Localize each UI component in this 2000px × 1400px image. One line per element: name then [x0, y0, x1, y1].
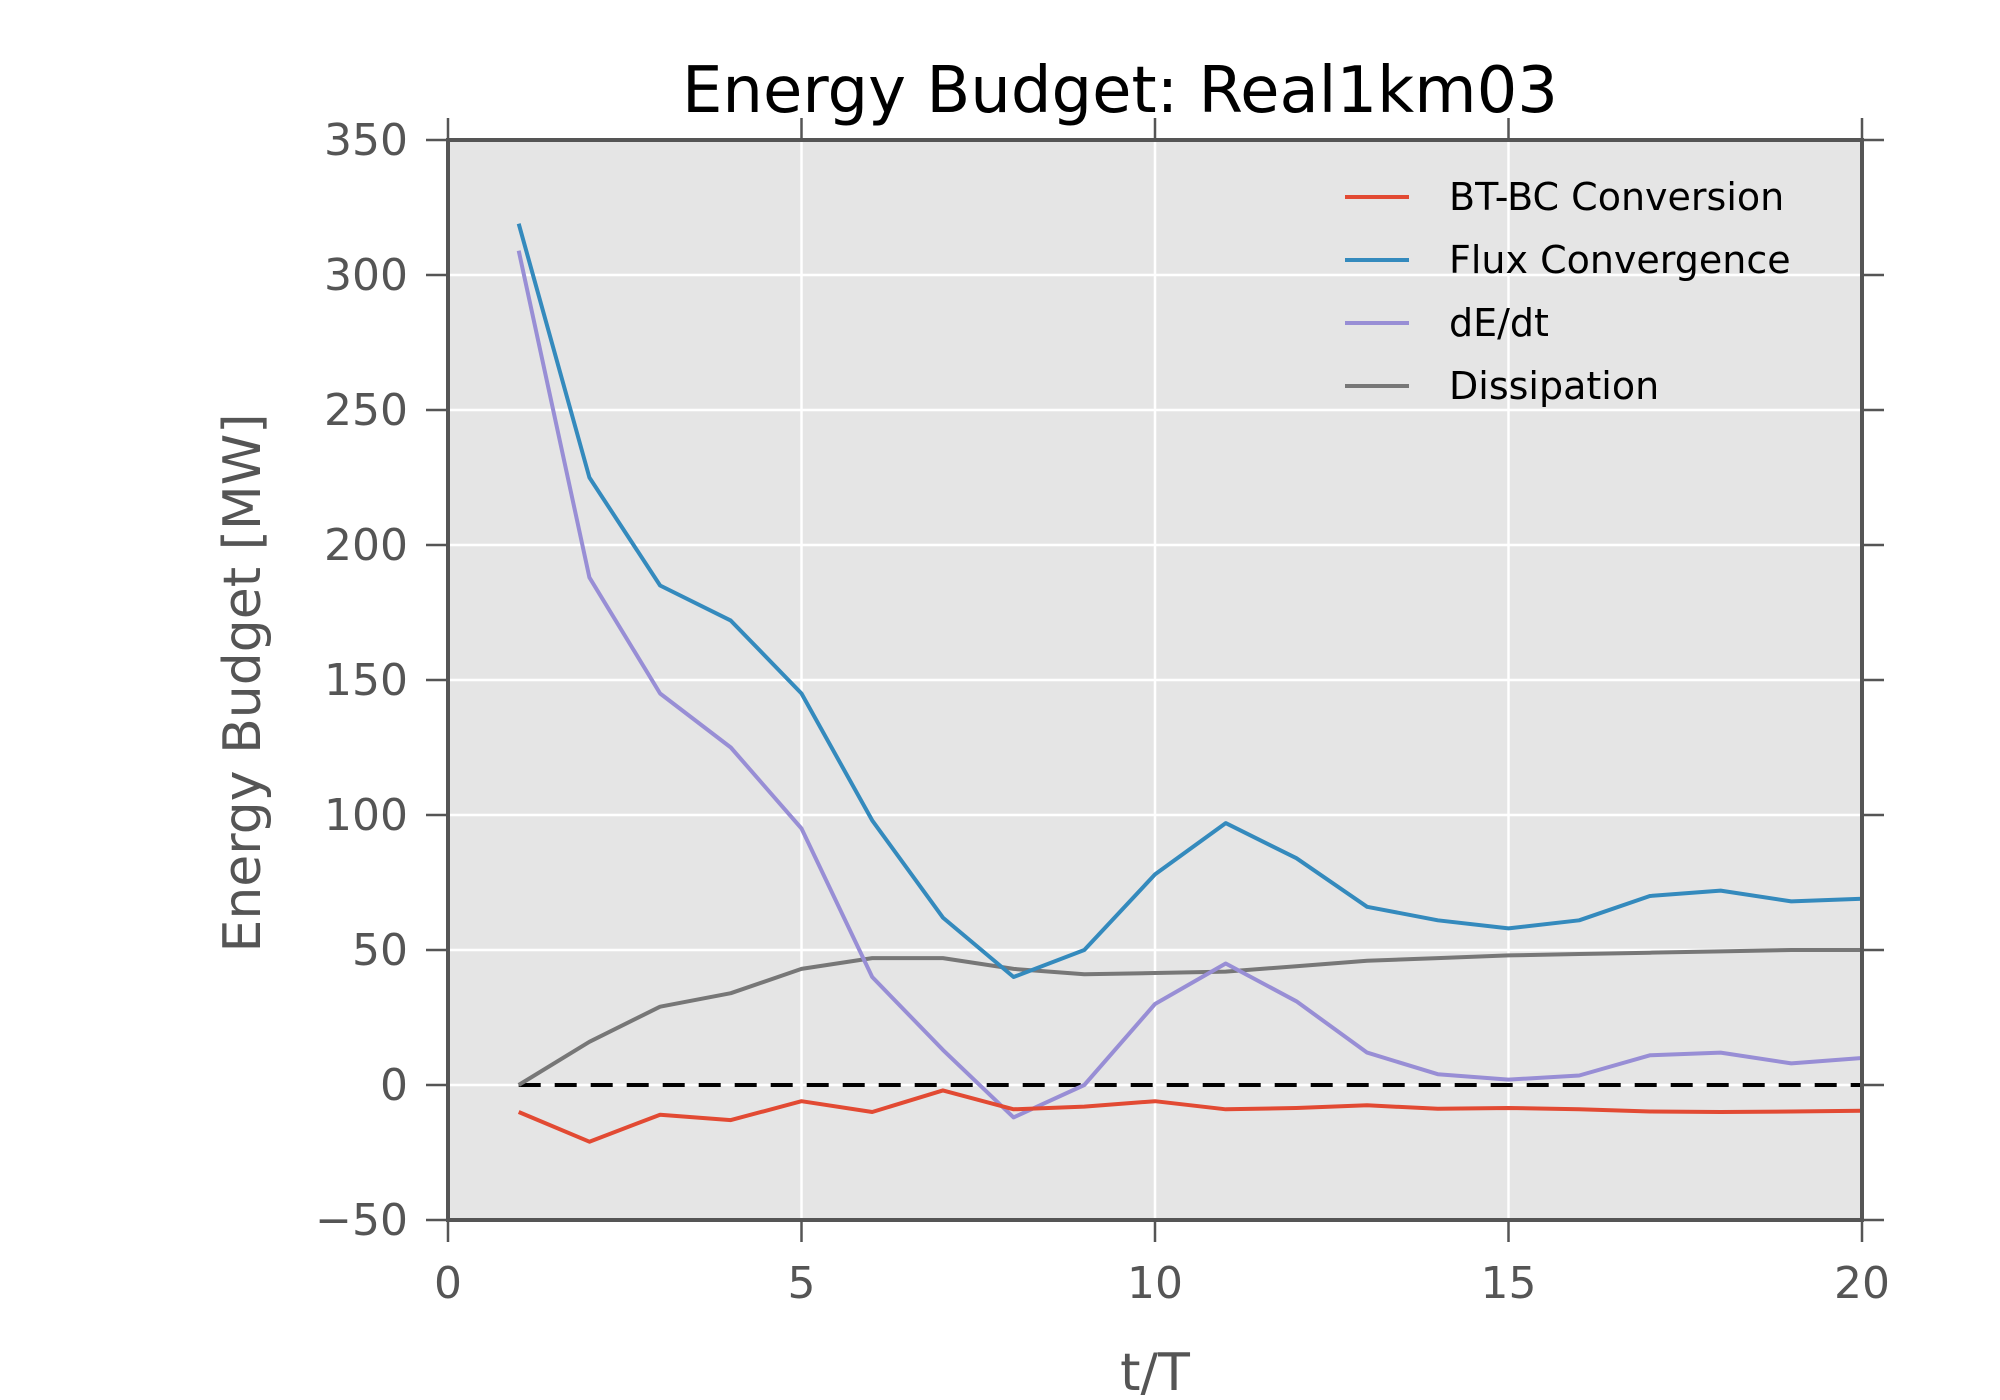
x-tick-label: 0 — [434, 1258, 462, 1309]
chart-title: Energy Budget: Real1km03 — [682, 54, 1558, 128]
y-tick-label: 200 — [324, 520, 408, 571]
x-tick-label: 10 — [1127, 1258, 1183, 1309]
y-tick-label: 50 — [352, 925, 408, 976]
series-line-bt-bc-conversion — [517, 1088, 1863, 1144]
y-tick-label: 300 — [324, 250, 408, 301]
y-axis-label: Energy Budget [MW] — [213, 414, 273, 953]
y-tick-label: −50 — [315, 1195, 408, 1246]
series-line-dissipation — [517, 948, 1862, 1087]
y-tick-label: 0 — [380, 1060, 408, 1111]
axis-ticks — [426, 118, 1884, 1242]
x-tick-label: 15 — [1481, 1258, 1537, 1309]
y-tick-label: 150 — [324, 655, 408, 706]
x-tick-label: 20 — [1834, 1258, 1890, 1309]
series-line-de-dt — [516, 250, 1863, 1120]
series-lines — [516, 223, 1863, 1144]
tick-labels: 0 5 10 15 20 −50 0 50 100 150 200 250 300 350 — [315, 115, 1890, 1309]
legend-label-bt-bc-conversion: BT-BC Conversion — [1449, 175, 1784, 219]
x-axis-label: t/T — [1120, 1343, 1190, 1400]
y-tick-label: 100 — [324, 790, 408, 841]
legend-label-dissipation: Dissipation — [1449, 364, 1659, 408]
series-line-flux-convergence — [516, 223, 1863, 979]
y-tick-label: 350 — [324, 115, 408, 166]
legend-label-de-dt: dE/dt — [1449, 301, 1549, 345]
legend-label-flux-convergence: Flux Convergence — [1449, 238, 1791, 282]
legend: BT-BC Conversion Flux Convergence dE/dt Dis… — [1345, 175, 1791, 408]
y-tick-label: 250 — [324, 385, 408, 436]
x-tick-label: 5 — [788, 1258, 816, 1309]
